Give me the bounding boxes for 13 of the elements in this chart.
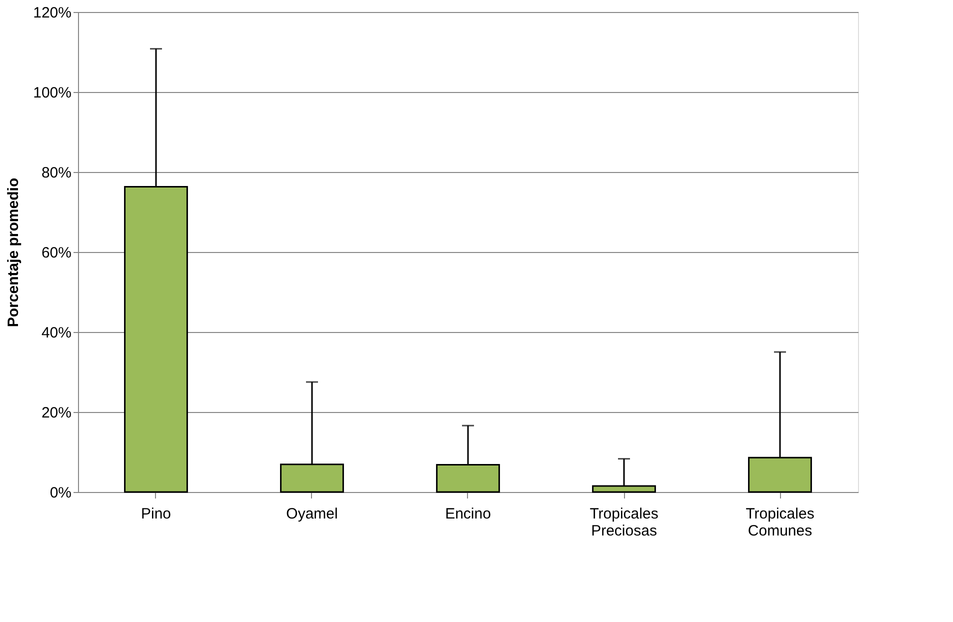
y-tick-label: 0%	[50, 484, 72, 502]
x-tick-label: Pino	[140, 506, 172, 522]
x-tick-label: Tropicales Comunes	[746, 506, 814, 540]
y-tick-label: 60%	[41, 244, 72, 262]
y-tick-label: 80%	[41, 164, 72, 182]
y-axis-title: Porcentaje promedio	[5, 178, 22, 328]
y-tick-label: 120%	[33, 4, 72, 22]
x-tick-label: Encino	[445, 506, 491, 522]
x-tick-label: Oyamel	[286, 506, 338, 522]
y-tick-label: 100%	[33, 84, 72, 102]
y-tick-label: 40%	[41, 324, 72, 342]
y-tick-label: 20%	[41, 404, 72, 422]
x-tick-label: Tropicales Preciosas	[590, 506, 658, 540]
